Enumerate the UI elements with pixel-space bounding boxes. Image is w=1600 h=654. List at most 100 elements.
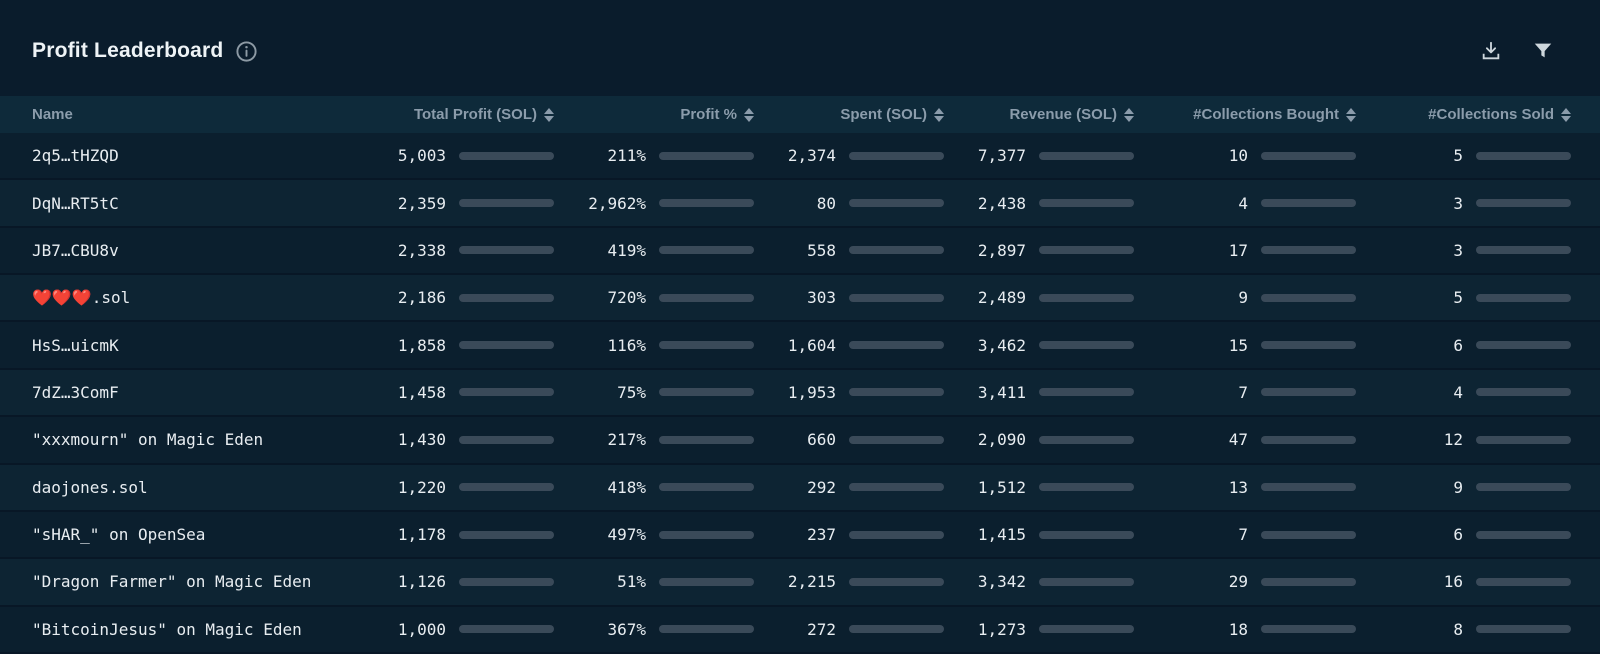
table-body: 2q5…tHZQD 5,003 211% 2,374 7,377 10 5 Dq… [0, 133, 1600, 654]
sort-icon[interactable] [744, 107, 754, 122]
cell-value: 2,489 [977, 288, 1026, 308]
sort-icon[interactable] [934, 107, 944, 122]
sort-icon[interactable] [1561, 107, 1571, 122]
cell-value: 3,411 [977, 382, 1026, 402]
table-row[interactable]: HsS…uicmK 1,858 116% 1,604 3,462 15 6 [0, 322, 1600, 370]
value-bar [849, 625, 944, 634]
value-bar [659, 388, 754, 397]
value-bar [849, 530, 944, 539]
cell-value: 2,359 [397, 193, 446, 213]
cell-value: 10 [1228, 146, 1248, 166]
spent-cell: 1,604 [754, 336, 944, 355]
value-bar [1261, 388, 1356, 397]
spent-cell: 292 [754, 478, 944, 497]
column-header-spent[interactable]: Spent (SOL) [754, 106, 944, 123]
cell-value: 2,962% [588, 193, 646, 213]
value-bar [849, 435, 944, 444]
download-icon[interactable] [1480, 40, 1502, 62]
table-row[interactable]: "Dragon Farmer" on Magic Eden 1,126 51% … [0, 559, 1600, 607]
cell-value: 2,338 [397, 240, 446, 260]
total-profit-cell: 2,359 [354, 194, 554, 213]
revenue-cell: 2,897 [944, 241, 1134, 260]
collections-sold-cell: 16 [1356, 572, 1571, 591]
value-bar [1039, 435, 1134, 444]
cell-value: 1,858 [397, 335, 446, 355]
collections-sold-cell: 5 [1356, 288, 1571, 307]
collections-bought-cell: 17 [1134, 241, 1356, 260]
value-bar [1039, 293, 1134, 302]
column-header-profit-pct[interactable]: Profit % [554, 106, 754, 123]
value-bar [1476, 293, 1571, 302]
collections-bought-cell: 4 [1134, 194, 1356, 213]
cell-value: 9 [1238, 288, 1248, 308]
table-row[interactable]: daojones.sol 1,220 418% 292 1,512 13 9 [0, 464, 1600, 512]
cell-value: 47 [1228, 430, 1248, 450]
value-bar [659, 151, 754, 160]
total-profit-cell: 1,220 [354, 478, 554, 497]
wallet-name: JB7…CBU8v [32, 240, 119, 260]
value-bar [459, 483, 554, 492]
collections-bought-cell: 18 [1134, 620, 1356, 639]
column-header-total-profit[interactable]: Total Profit (SOL) [354, 106, 554, 123]
column-header-collections-bought[interactable]: #Collections Bought [1134, 106, 1356, 123]
value-bar [459, 530, 554, 539]
value-bar [1039, 530, 1134, 539]
filter-icon[interactable] [1532, 40, 1554, 62]
cell-value: 1,430 [397, 430, 446, 450]
cell-value: 7 [1238, 525, 1248, 545]
cell-value: 18 [1228, 619, 1248, 639]
table-row[interactable]: JB7…CBU8v 2,338 419% 558 2,897 17 3 [0, 227, 1600, 276]
cell-value: 3,342 [977, 572, 1026, 592]
value-bar [1476, 246, 1571, 255]
wallet-name: "xxxmourn" on Magic Eden [32, 430, 264, 450]
wallet-name: 2q5…tHZQD [32, 146, 119, 166]
info-icon[interactable] [235, 40, 258, 63]
profit-pct-cell: 217% [554, 430, 754, 449]
collections-sold-cell: 5 [1356, 146, 1571, 165]
revenue-cell: 3,462 [944, 336, 1134, 355]
value-bar [1476, 199, 1571, 208]
table-row[interactable]: "sHAR_" on OpenSea 1,178 497% 237 1,415 … [0, 511, 1600, 560]
value-bar [1261, 435, 1356, 444]
cell-value: 13 [1228, 477, 1248, 497]
collections-sold-cell: 6 [1356, 336, 1571, 355]
value-bar [459, 151, 554, 160]
total-profit-cell: 1,458 [354, 383, 554, 402]
cell-value: 418% [607, 477, 646, 497]
cell-value: 75% [617, 382, 646, 402]
cell-value: 4 [1238, 193, 1248, 213]
cell-value: 2,374 [787, 146, 836, 166]
column-header-collections-sold[interactable]: #Collections Sold [1356, 106, 1571, 123]
revenue-cell: 2,438 [944, 194, 1134, 213]
cell-value: 8 [1453, 619, 1463, 639]
sort-icon[interactable] [1124, 107, 1134, 122]
collections-sold-cell: 3 [1356, 194, 1571, 213]
value-bar [849, 151, 944, 160]
table-row[interactable]: "BitcoinJesus" on Magic Eden 1,000 367% … [0, 606, 1600, 654]
table-row[interactable]: DqN…RT5tC 2,359 2,962% 80 2,438 4 3 [0, 180, 1600, 228]
wallet-name: "Dragon Farmer" on Magic Eden [32, 572, 312, 592]
cell-value: 1,604 [787, 335, 836, 355]
cell-value: 1,458 [397, 382, 446, 402]
table-row[interactable]: ❤️❤️❤️.sol 2,186 720% 303 2,489 9 5 [0, 275, 1600, 323]
wallet-name: "BitcoinJesus" on Magic Eden [32, 619, 302, 639]
cell-value: 7 [1238, 382, 1248, 402]
collections-sold-cell: 8 [1356, 620, 1571, 639]
table-row[interactable]: 7dZ…3ComF 1,458 75% 1,953 3,411 7 4 [0, 369, 1600, 418]
table-row[interactable]: "xxxmourn" on Magic Eden 1,430 217% 660 … [0, 417, 1600, 465]
table-row[interactable]: 2q5…tHZQD 5,003 211% 2,374 7,377 10 5 [0, 133, 1600, 181]
column-header-revenue[interactable]: Revenue (SOL) [944, 106, 1134, 123]
value-bar [1039, 199, 1134, 208]
profit-pct-cell: 367% [554, 620, 754, 639]
cell-value: 660 [807, 430, 836, 450]
sort-icon[interactable] [1346, 107, 1356, 122]
value-bar [459, 577, 554, 586]
value-bar [659, 530, 754, 539]
spent-cell: 237 [754, 525, 944, 544]
sort-icon[interactable] [544, 107, 554, 122]
value-bar [1476, 435, 1571, 444]
value-bar [849, 293, 944, 302]
cell-value: 29 [1228, 572, 1248, 592]
value-bar [1039, 151, 1134, 160]
wallet-name: DqN…RT5tC [32, 193, 119, 213]
